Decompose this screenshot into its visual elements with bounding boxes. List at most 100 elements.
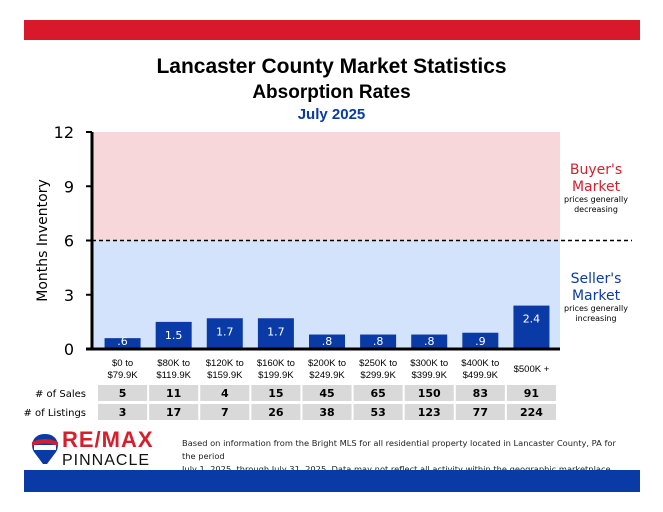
bar [309, 334, 345, 349]
remax-logo [28, 432, 62, 468]
sellers-market-title: Market [572, 288, 621, 304]
table-cell-value: 123 [418, 406, 441, 419]
y-tick-label: 6 [64, 232, 74, 251]
table-cell [200, 404, 250, 420]
bar-value-label: .8 [322, 335, 333, 348]
bar [104, 338, 141, 349]
disclaimer-line-2: July 1, 2025, through July 31, 2025. Dat… [182, 464, 614, 474]
x-tick-label: $119.9K [156, 370, 191, 381]
table-cell [302, 385, 352, 401]
bar-value-label: 1.7 [216, 325, 234, 338]
bar [411, 334, 448, 349]
buyers-market-title: Buyer's [570, 162, 622, 178]
table-cell [353, 385, 403, 401]
table-cell-value: 77 [473, 406, 488, 419]
bottom-banner [24, 470, 640, 492]
x-tick-label: $249.9K [309, 370, 345, 381]
x-tick-label: $250K to [359, 358, 397, 369]
bar-value-label: 1.5 [165, 329, 183, 342]
table-row-label: # of Sales [35, 389, 86, 400]
buyers-market-note: prices generally [564, 195, 628, 204]
table-cell [404, 404, 454, 420]
table-cell [98, 404, 148, 420]
table-cell [302, 404, 352, 420]
table-cell-value: 83 [473, 387, 488, 400]
sellers-market-title: Seller's [571, 271, 622, 287]
bar-value-label: .8 [424, 335, 435, 348]
bar [513, 305, 550, 349]
table-cell-value: 26 [268, 406, 284, 419]
table-cell [455, 385, 505, 401]
bar-value-label: .6 [117, 335, 128, 348]
x-tick-label: $499.9K [463, 370, 499, 381]
table-cell [506, 404, 556, 420]
bar-value-label: .9 [475, 335, 486, 348]
y-tick-label: 9 [64, 177, 74, 196]
table-cell-value: 150 [418, 387, 441, 400]
bar-value-label: 1.7 [267, 325, 285, 338]
buyers-zone [92, 132, 560, 241]
table-cell-value: 17 [166, 406, 181, 419]
table-cell-value: 224 [520, 406, 543, 419]
x-tick-label: $159.9K [207, 370, 243, 381]
table-cell [251, 385, 301, 401]
table-cell-value: 5 [119, 387, 127, 400]
top-banner [24, 20, 640, 40]
disclaimer: Based on information from the Bright MLS… [182, 437, 632, 476]
sellers-market-note: increasing [575, 314, 616, 323]
x-tick-label: $80K to [157, 358, 190, 369]
table-cell [149, 385, 199, 401]
x-tick-label: $400K to [461, 358, 499, 369]
y-tick-label: 12 [54, 123, 74, 142]
table-cell-value: 11 [166, 387, 181, 400]
bar [155, 321, 192, 349]
balloon-icon [32, 434, 58, 464]
x-tick-label: $160K to [257, 358, 295, 369]
table-cell-value: 53 [370, 406, 385, 419]
table-cell-value: 4 [221, 387, 229, 400]
x-tick-label: $0 to [112, 358, 133, 369]
table-cell [506, 385, 556, 401]
bar [257, 318, 294, 349]
bar [206, 318, 243, 349]
table-cell-value: 45 [319, 387, 334, 400]
chart-title: Lancaster County Market Statistics [156, 55, 507, 78]
table-cell-value: 3 [119, 406, 127, 419]
y-tick-label: 0 [64, 340, 74, 359]
chart-period: July 2025 [297, 106, 366, 123]
chart-subtitle: Absorption Rates [252, 82, 411, 103]
bar-value-label: .8 [373, 335, 384, 348]
y-axis-label: Months Inventory [35, 179, 51, 302]
table-cell [251, 404, 301, 420]
sellers-market-note: prices generally [564, 304, 628, 313]
table-cell [353, 404, 403, 420]
bar [462, 332, 499, 349]
x-tick-label: $79.9K [107, 370, 138, 381]
buyers-market-title: Market [572, 179, 621, 195]
x-tick-label: $120K to [206, 358, 244, 369]
x-tick-label: $500K + [514, 364, 550, 375]
x-tick-label: $200K to [308, 358, 346, 369]
table-cell [404, 385, 454, 401]
table-cell [200, 385, 250, 401]
table-cell-value: 15 [268, 387, 283, 400]
buyers-market-note: decreasing [574, 205, 618, 214]
x-tick-label: $399.9K [412, 370, 448, 381]
logo-text-pinnacle: PINNACLE [62, 452, 151, 469]
x-tick-label: $299.9K [360, 370, 396, 381]
y-tick-label: 3 [64, 286, 74, 305]
table-cell-value: 65 [370, 387, 385, 400]
table-cell [149, 404, 199, 420]
x-tick-label: $300K to [410, 358, 448, 369]
disclaimer-line-1: Based on information from the Bright MLS… [182, 438, 616, 461]
table-cell [455, 404, 505, 420]
table-cell-value: 91 [524, 387, 539, 400]
logo-text-remax: RE/MAX [62, 427, 154, 452]
table-cell-value: 38 [319, 406, 334, 419]
table-cell-value: 7 [221, 406, 229, 419]
bar-value-label: 2.4 [523, 313, 541, 326]
table-row-label: # of Listings [23, 408, 86, 419]
x-tick-label: $199.9K [258, 370, 294, 381]
table-cell [98, 385, 148, 401]
